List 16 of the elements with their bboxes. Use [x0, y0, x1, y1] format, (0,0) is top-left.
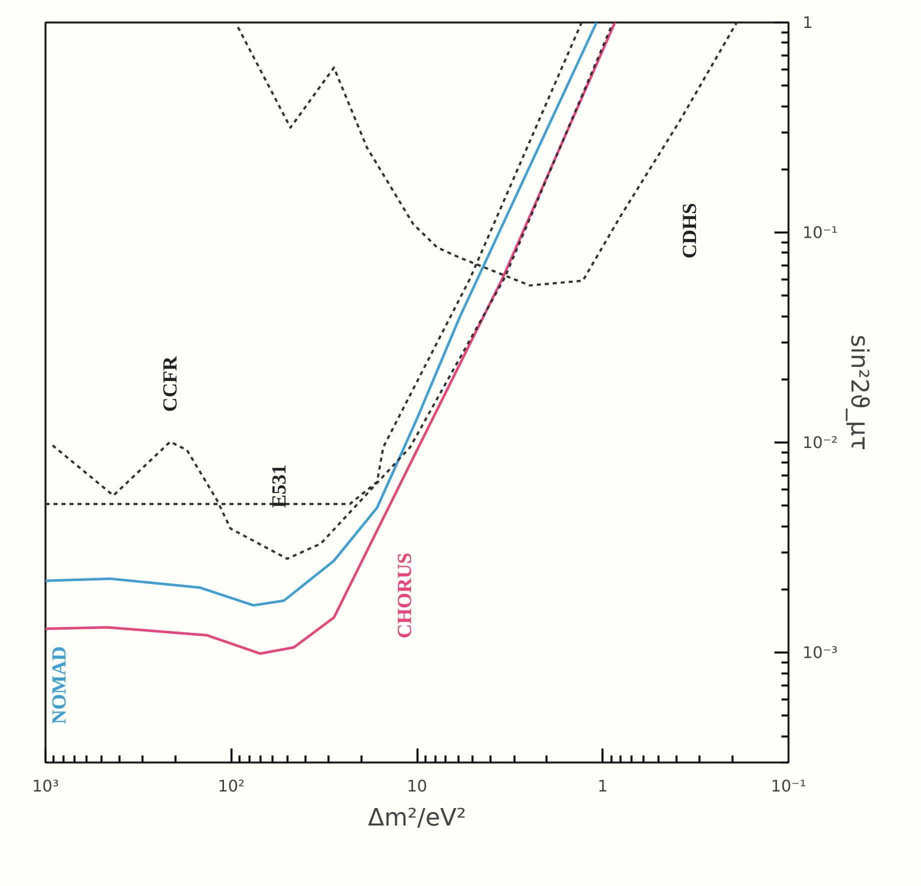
x-tick-label: 10³ — [32, 776, 59, 796]
x-axis-title: Δm²/eV² — [368, 804, 466, 832]
y-tick-label: 10⁻¹ — [802, 223, 838, 242]
y-tick-label: 10⁻² — [802, 433, 838, 452]
x-tick-label: 10 — [406, 776, 428, 796]
x-tick-label: 10² — [218, 776, 245, 796]
text: CDHS — [678, 202, 701, 259]
y-tick-label: 10⁻³ — [802, 643, 838, 662]
y-axis-title: sin²2ϑ_μτ — [846, 334, 874, 450]
x-tick-label: 1 — [598, 776, 608, 796]
y-tick-label: 1 — [802, 13, 813, 32]
x-tick-label: 10⁻¹ — [770, 776, 806, 796]
text: NOMAD — [48, 646, 70, 724]
text: CCFR — [159, 356, 182, 412]
text: CHORUS — [394, 552, 416, 638]
text: E531 — [268, 464, 290, 508]
